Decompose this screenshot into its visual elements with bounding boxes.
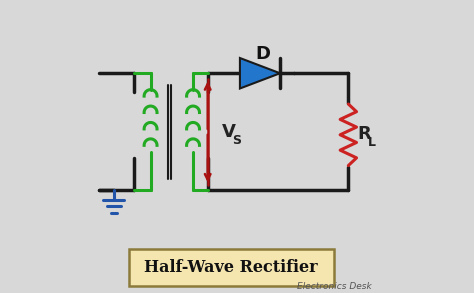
Polygon shape: [240, 58, 280, 88]
Text: L: L: [368, 136, 376, 149]
Text: Electronics Desk: Electronics Desk: [297, 282, 372, 291]
Text: S: S: [232, 134, 241, 146]
FancyBboxPatch shape: [128, 249, 334, 286]
Text: Half-Wave Rectifier: Half-Wave Rectifier: [144, 259, 318, 276]
Text: R: R: [358, 125, 372, 143]
Text: D: D: [255, 45, 270, 63]
Text: V: V: [222, 123, 236, 141]
